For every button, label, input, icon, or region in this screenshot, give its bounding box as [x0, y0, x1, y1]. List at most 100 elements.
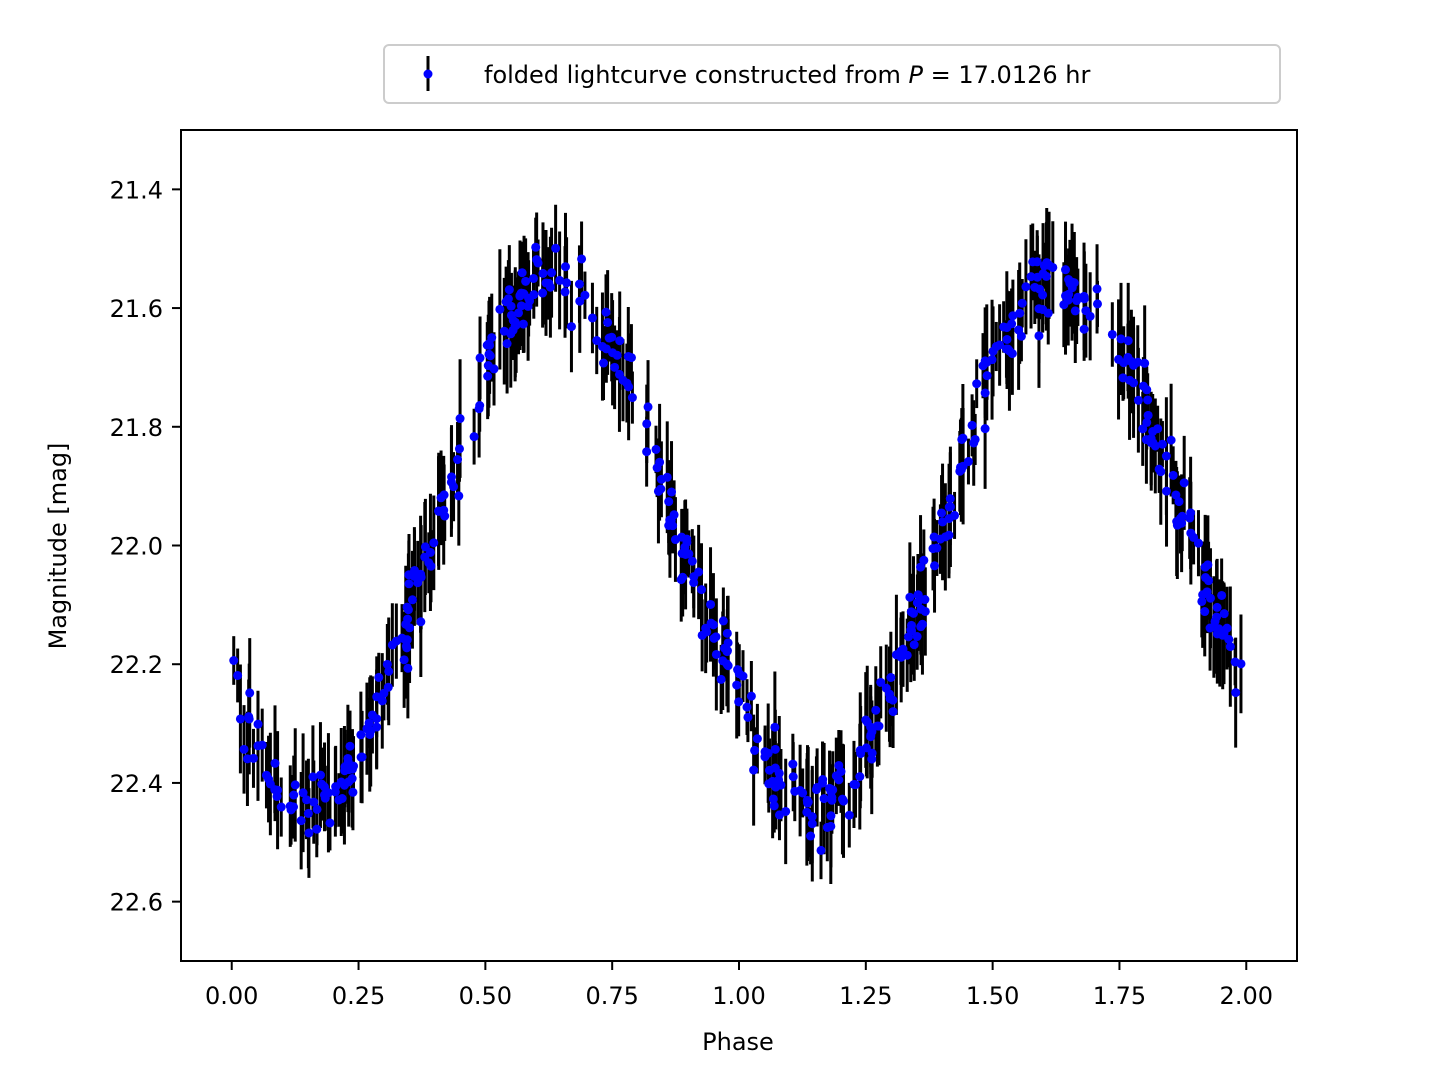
data-point — [1059, 300, 1069, 310]
data-point — [337, 794, 347, 804]
data-point — [888, 707, 898, 717]
data-point — [867, 754, 877, 764]
y-tick-label: 22.4 — [110, 770, 163, 798]
data-point — [920, 606, 930, 616]
data-point — [538, 268, 548, 278]
data-point — [752, 734, 762, 744]
data-point — [1116, 334, 1126, 344]
data-point — [242, 754, 252, 764]
data-point — [610, 362, 620, 372]
data-point — [469, 432, 479, 442]
y-tick-label: 22.6 — [110, 889, 163, 917]
data-point — [871, 705, 881, 715]
data-point — [454, 491, 464, 501]
data-point — [1166, 435, 1176, 445]
y-axis-label: Magnitude [mag] — [44, 443, 72, 650]
data-point — [1092, 299, 1102, 309]
data-point — [453, 455, 463, 465]
data-point — [296, 816, 306, 826]
data-point — [1107, 329, 1117, 339]
data-point — [483, 361, 493, 371]
data-point — [711, 632, 721, 642]
data-point — [1231, 688, 1241, 698]
data-point — [475, 353, 485, 363]
data-point — [826, 811, 836, 821]
data-point — [308, 772, 318, 782]
data-point — [502, 339, 512, 349]
data-point — [861, 715, 871, 725]
data-point — [506, 301, 516, 311]
x-tick-label: 0.00 — [205, 982, 258, 1010]
data-point — [604, 333, 614, 343]
data-point — [718, 616, 728, 626]
data-point — [289, 802, 299, 812]
data-point — [1015, 308, 1025, 318]
data-point — [987, 355, 997, 365]
data-point — [919, 555, 929, 565]
data-point — [615, 336, 625, 346]
data-point — [289, 790, 299, 800]
data-point — [504, 285, 514, 295]
data-point — [1162, 486, 1172, 496]
data-point — [956, 465, 966, 475]
data-point — [944, 530, 954, 540]
data-point — [483, 371, 493, 381]
data-point — [1030, 282, 1040, 292]
data-point — [711, 649, 721, 659]
data-point — [945, 502, 955, 512]
data-point — [1224, 634, 1234, 644]
data-point — [1215, 628, 1225, 638]
data-point — [665, 515, 675, 525]
data-point — [788, 759, 798, 769]
legend-box — [383, 44, 1281, 104]
data-point — [723, 661, 733, 671]
data-point — [1142, 417, 1152, 427]
data-point — [1038, 305, 1048, 315]
data-point — [1008, 311, 1018, 321]
point-layer — [229, 242, 1246, 855]
data-point — [742, 702, 752, 712]
data-point — [1172, 520, 1182, 530]
data-point — [1140, 358, 1150, 368]
data-point — [1007, 319, 1017, 329]
data-point — [239, 744, 249, 754]
data-point — [580, 290, 590, 300]
data-point — [245, 688, 255, 698]
data-point — [517, 268, 527, 278]
data-point — [696, 585, 706, 595]
legend-label-suffix: = 17.0126 hr — [923, 61, 1090, 89]
data-point — [795, 786, 805, 796]
data-point — [499, 326, 509, 336]
data-point — [1142, 385, 1152, 395]
legend-label-variable: P — [909, 61, 924, 89]
data-point — [706, 599, 716, 609]
y-tick-label: 21.8 — [110, 414, 163, 442]
x-tick-label: 2.00 — [1220, 982, 1273, 1010]
data-point — [749, 765, 759, 775]
y-tick-label: 21.4 — [110, 176, 163, 204]
data-point — [264, 774, 274, 784]
data-point — [886, 673, 896, 683]
data-point — [982, 371, 992, 381]
data-point — [1079, 324, 1089, 334]
y-tick-label: 22.2 — [110, 651, 163, 679]
data-point — [827, 795, 837, 805]
data-point — [356, 730, 366, 740]
data-point — [407, 595, 417, 605]
data-point — [1039, 261, 1049, 271]
data-point — [807, 812, 817, 822]
data-point — [708, 620, 718, 630]
data-point — [551, 243, 561, 253]
data-point — [1092, 284, 1102, 294]
data-point — [521, 276, 531, 286]
data-point — [839, 796, 849, 806]
data-point — [405, 623, 415, 633]
data-point — [1148, 438, 1158, 448]
data-point — [1157, 439, 1167, 449]
data-point — [819, 794, 829, 804]
data-point — [345, 741, 355, 751]
data-point — [1143, 395, 1153, 405]
data-point — [270, 785, 280, 795]
data-point — [746, 691, 756, 701]
data-point — [511, 320, 521, 330]
